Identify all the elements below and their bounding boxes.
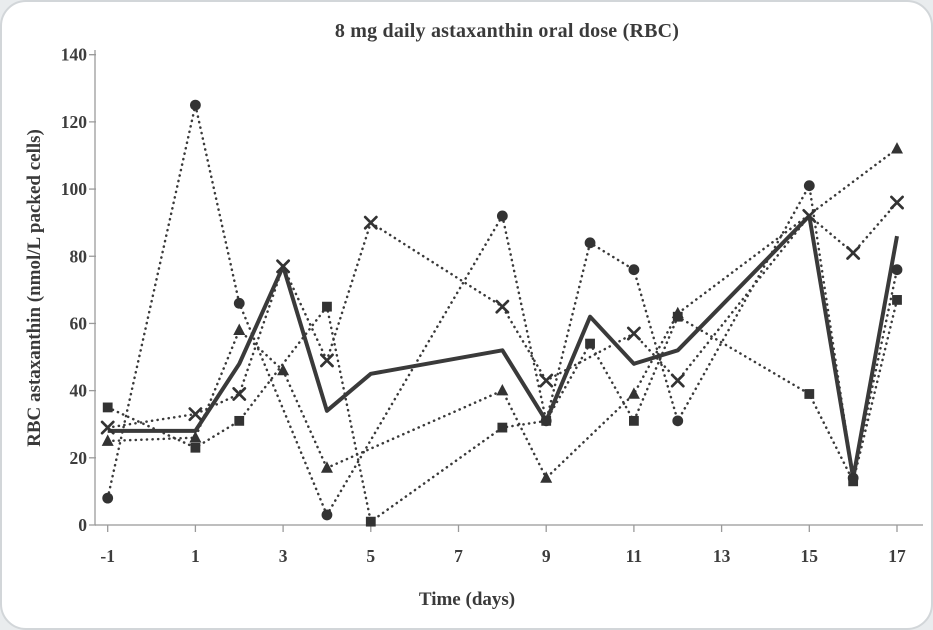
x-tick-label: 15 <box>801 546 819 566</box>
marker-triangle-day8 <box>496 384 509 396</box>
marker-x-day9 <box>539 373 554 388</box>
marker-x-day11 <box>626 326 641 341</box>
x-tick-label: 3 <box>279 546 288 566</box>
marker-x-day12 <box>670 373 685 388</box>
marker-square-day5 <box>365 516 376 527</box>
marker-circle-day12 <box>672 415 684 427</box>
marker-triangle-day1 <box>189 431 202 443</box>
marker-x-day4 <box>320 353 334 368</box>
marker-square-day8 <box>497 422 508 433</box>
y-tick-label: 80 <box>70 246 88 266</box>
marker-x-day16 <box>846 245 861 260</box>
y-tick-label: 60 <box>70 313 88 333</box>
marker-x-day8 <box>495 299 510 314</box>
marker-triangle-day3 <box>277 363 290 376</box>
marker-x-day17 <box>890 195 904 210</box>
marker-x-day1 <box>188 407 203 422</box>
x-tick-label: 1 <box>191 546 200 566</box>
marker-circle-day4 <box>321 509 333 521</box>
marker-triangle-day11 <box>627 387 640 399</box>
x-tick-label: 17 <box>888 546 906 566</box>
marker-circle-day1 <box>190 99 201 111</box>
marker-circle-day10 <box>584 237 596 249</box>
marker-square-day2 <box>234 415 245 426</box>
series-line-subject-square <box>106 298 899 523</box>
series-line-subject-circle <box>106 103 899 517</box>
y-tick-label: 40 <box>70 381 88 401</box>
x-tick-label: 13 <box>713 546 731 566</box>
chart-title: 8 mg daily astaxanthin oral dose (RBC) <box>335 20 679 42</box>
marker-circle-day-1 <box>102 492 114 504</box>
marker-x-day3 <box>276 259 291 274</box>
y-tick-label: 120 <box>61 112 88 132</box>
x-tick-label: 11 <box>626 546 643 566</box>
marker-triangle-day9 <box>540 471 553 483</box>
marker-triangle-day-1 <box>101 434 114 446</box>
marker-x-day15 <box>802 208 817 223</box>
y-axis-label: RBC astaxanthin (nmol/L packed cells) <box>24 129 45 447</box>
y-tick-label: 140 <box>61 45 88 65</box>
x-tick-label: 5 <box>366 546 375 566</box>
marker-square-day4 <box>322 301 332 312</box>
marker-square-day-1 <box>102 402 113 413</box>
marker-square-day11 <box>629 415 639 426</box>
marker-circle-day15 <box>803 180 815 192</box>
marker-square-day1 <box>190 442 201 453</box>
marker-square-day12 <box>672 311 683 322</box>
x-tick-label: 7 <box>454 546 463 566</box>
y-tick-label: 100 <box>61 179 88 199</box>
marker-square-day17 <box>892 295 902 305</box>
marker-x-day5 <box>363 215 378 230</box>
marker-triangle-day4 <box>320 461 333 473</box>
series-line-subject-triangle <box>106 147 899 480</box>
marker-x-day2 <box>232 387 247 401</box>
y-tick-label: 0 <box>78 515 87 535</box>
marker-circle-day17 <box>891 264 903 276</box>
series-line-mean-line <box>107 213 899 480</box>
marker-square-day16 <box>848 476 859 487</box>
marker-triangle-day2 <box>233 323 246 335</box>
marker-square-day9 <box>541 415 552 426</box>
marker-square-day10 <box>585 338 595 349</box>
x-axis-label: Time (days) <box>419 589 515 610</box>
marker-circle-day8 <box>496 210 508 222</box>
x-tick-label: 9 <box>542 546 551 566</box>
marker-x-day-1 <box>100 420 115 435</box>
y-tick-label: 20 <box>70 448 88 468</box>
marker-square-day15 <box>804 389 815 399</box>
marker-circle-day11 <box>628 264 640 276</box>
marker-triangle-day17 <box>891 142 903 154</box>
marker-circle-day2 <box>233 297 245 309</box>
x-tick-label: -1 <box>100 546 115 566</box>
